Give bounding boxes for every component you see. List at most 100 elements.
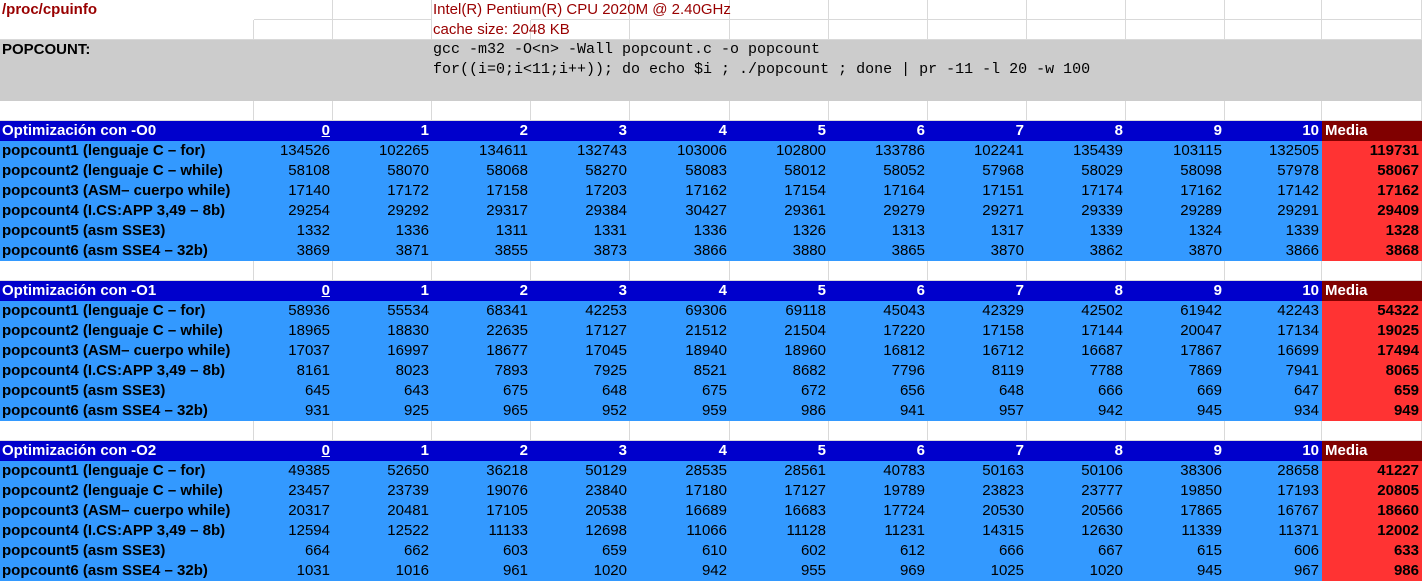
value-cell[interactable]: 16699 <box>1225 341 1322 361</box>
empty-cell[interactable] <box>1225 20 1322 40</box>
value-cell[interactable]: 18940 <box>630 341 730 361</box>
empty-cell[interactable] <box>254 261 333 281</box>
row-label[interactable]: popcount1 (lenguaje C – for) <box>0 461 254 481</box>
value-cell[interactable]: 58098 <box>1126 161 1225 181</box>
value-cell[interactable]: 22635 <box>432 321 531 341</box>
empty-cell[interactable] <box>1322 0 1422 20</box>
value-cell[interactable]: 12630 <box>1027 521 1126 541</box>
column-header[interactable]: 3 <box>531 281 630 301</box>
value-cell[interactable]: 134526 <box>254 141 333 161</box>
column-header[interactable]: 4 <box>630 441 730 461</box>
value-cell[interactable]: 45043 <box>829 301 928 321</box>
row-label[interactable]: popcount5 (asm SSE3) <box>0 221 254 241</box>
column-header[interactable]: 9 <box>1126 121 1225 141</box>
value-cell[interactable]: 645 <box>254 381 333 401</box>
value-cell[interactable]: 29361 <box>730 201 829 221</box>
value-cell[interactable]: 21512 <box>630 321 730 341</box>
value-cell[interactable]: 16683 <box>730 501 829 521</box>
value-cell[interactable]: 29271 <box>928 201 1027 221</box>
value-cell[interactable]: 1336 <box>630 221 730 241</box>
value-cell[interactable]: 61942 <box>1126 301 1225 321</box>
value-cell[interactable]: 28658 <box>1225 461 1322 481</box>
row-label[interactable]: popcount4 (I.CS:APP 3,49 – 8b) <box>0 201 254 221</box>
value-cell[interactable]: 58070 <box>333 161 432 181</box>
value-cell[interactable]: 12698 <box>531 521 630 541</box>
proc-label[interactable]: /proc/cpuinfo <box>2 1 97 18</box>
value-cell[interactable]: 957 <box>928 401 1027 421</box>
empty-cell[interactable] <box>1126 101 1225 121</box>
media-header[interactable]: Media <box>1322 281 1422 301</box>
empty-cell[interactable] <box>829 101 928 121</box>
column-header[interactable]: 3 <box>531 121 630 141</box>
value-cell[interactable]: 8161 <box>254 361 333 381</box>
value-cell[interactable]: 3866 <box>1225 241 1322 261</box>
value-cell[interactable]: 659 <box>531 541 630 561</box>
column-header[interactable]: 7 <box>928 441 1027 461</box>
value-cell[interactable]: 8119 <box>928 361 1027 381</box>
value-cell[interactable]: 602 <box>730 541 829 561</box>
value-cell[interactable]: 102265 <box>333 141 432 161</box>
value-cell[interactable]: 50106 <box>1027 461 1126 481</box>
value-cell[interactable]: 29339 <box>1027 201 1126 221</box>
value-cell[interactable]: 7788 <box>1027 361 1126 381</box>
empty-cell[interactable] <box>432 101 531 121</box>
value-cell[interactable]: 648 <box>531 381 630 401</box>
value-cell[interactable]: 20481 <box>333 501 432 521</box>
column-header[interactable]: 10 <box>1225 121 1322 141</box>
empty-cell[interactable] <box>630 421 730 441</box>
column-header[interactable]: 10 <box>1225 281 1322 301</box>
cache-size[interactable]: cache size: 2048 KB <box>433 21 570 38</box>
media-cell[interactable]: 659 <box>1322 381 1422 401</box>
value-cell[interactable]: 8023 <box>333 361 432 381</box>
value-cell[interactable]: 20047 <box>1126 321 1225 341</box>
value-cell[interactable]: 17158 <box>928 321 1027 341</box>
value-cell[interactable]: 12594 <box>254 521 333 541</box>
compile-command[interactable]: gcc -m32 -O<n> -Wall popcount.c -o popco… <box>433 41 821 58</box>
value-cell[interactable]: 643 <box>333 381 432 401</box>
empty-cell[interactable] <box>829 261 928 281</box>
cpu-model[interactable]: Intel(R) Pentium(R) CPU 2020M @ 2.40GHz <box>433 1 731 18</box>
value-cell[interactable]: 1020 <box>1027 561 1126 581</box>
row-label[interactable]: popcount4 (I.CS:APP 3,49 – 8b) <box>0 361 254 381</box>
column-header[interactable]: 7 <box>928 281 1027 301</box>
value-cell[interactable]: 17865 <box>1126 501 1225 521</box>
value-cell[interactable]: 58012 <box>730 161 829 181</box>
value-cell[interactable]: 55534 <box>333 301 432 321</box>
empty-cell[interactable] <box>531 0 630 20</box>
column-header[interactable]: 2 <box>432 441 531 461</box>
value-cell[interactable]: 667 <box>1027 541 1126 561</box>
value-cell[interactable]: 11231 <box>829 521 928 541</box>
value-cell[interactable]: 42502 <box>1027 301 1126 321</box>
value-cell[interactable]: 952 <box>531 401 630 421</box>
value-cell[interactable]: 17162 <box>630 181 730 201</box>
row-label[interactable]: popcount1 (lenguaje C – for) <box>0 141 254 161</box>
value-cell[interactable]: 29292 <box>333 201 432 221</box>
run-command[interactable]: for((i=0;i<11;i++)); do echo $i ; ./popc… <box>433 61 1091 78</box>
empty-cell[interactable] <box>630 20 730 40</box>
value-cell[interactable]: 17127 <box>730 481 829 501</box>
value-cell[interactable]: 16712 <box>928 341 1027 361</box>
media-cell[interactable]: 17162 <box>1322 181 1422 201</box>
empty-cell[interactable] <box>730 101 829 121</box>
value-cell[interactable]: 20530 <box>928 501 1027 521</box>
value-cell[interactable]: 23739 <box>333 481 432 501</box>
value-cell[interactable]: 955 <box>730 561 829 581</box>
row-label[interactable]: popcount2 (lenguaje C – while) <box>0 161 254 181</box>
value-cell[interactable]: 52650 <box>333 461 432 481</box>
media-cell[interactable]: 54322 <box>1322 301 1422 321</box>
value-cell[interactable]: 40783 <box>829 461 928 481</box>
value-cell[interactable]: 29384 <box>531 201 630 221</box>
empty-cell[interactable] <box>0 20 254 40</box>
value-cell[interactable]: 23777 <box>1027 481 1126 501</box>
value-cell[interactable]: 647 <box>1225 381 1322 401</box>
value-cell[interactable]: 58083 <box>630 161 730 181</box>
value-cell[interactable]: 945 <box>1126 401 1225 421</box>
value-cell[interactable]: 29254 <box>254 201 333 221</box>
value-cell[interactable]: 3866 <box>630 241 730 261</box>
empty-cell[interactable] <box>531 261 630 281</box>
value-cell[interactable]: 103006 <box>630 141 730 161</box>
value-cell[interactable]: 57968 <box>928 161 1027 181</box>
value-cell[interactable]: 20538 <box>531 501 630 521</box>
row-label[interactable]: popcount6 (asm SSE4 – 32b) <box>0 241 254 261</box>
column-header[interactable]: 0 <box>254 441 333 461</box>
